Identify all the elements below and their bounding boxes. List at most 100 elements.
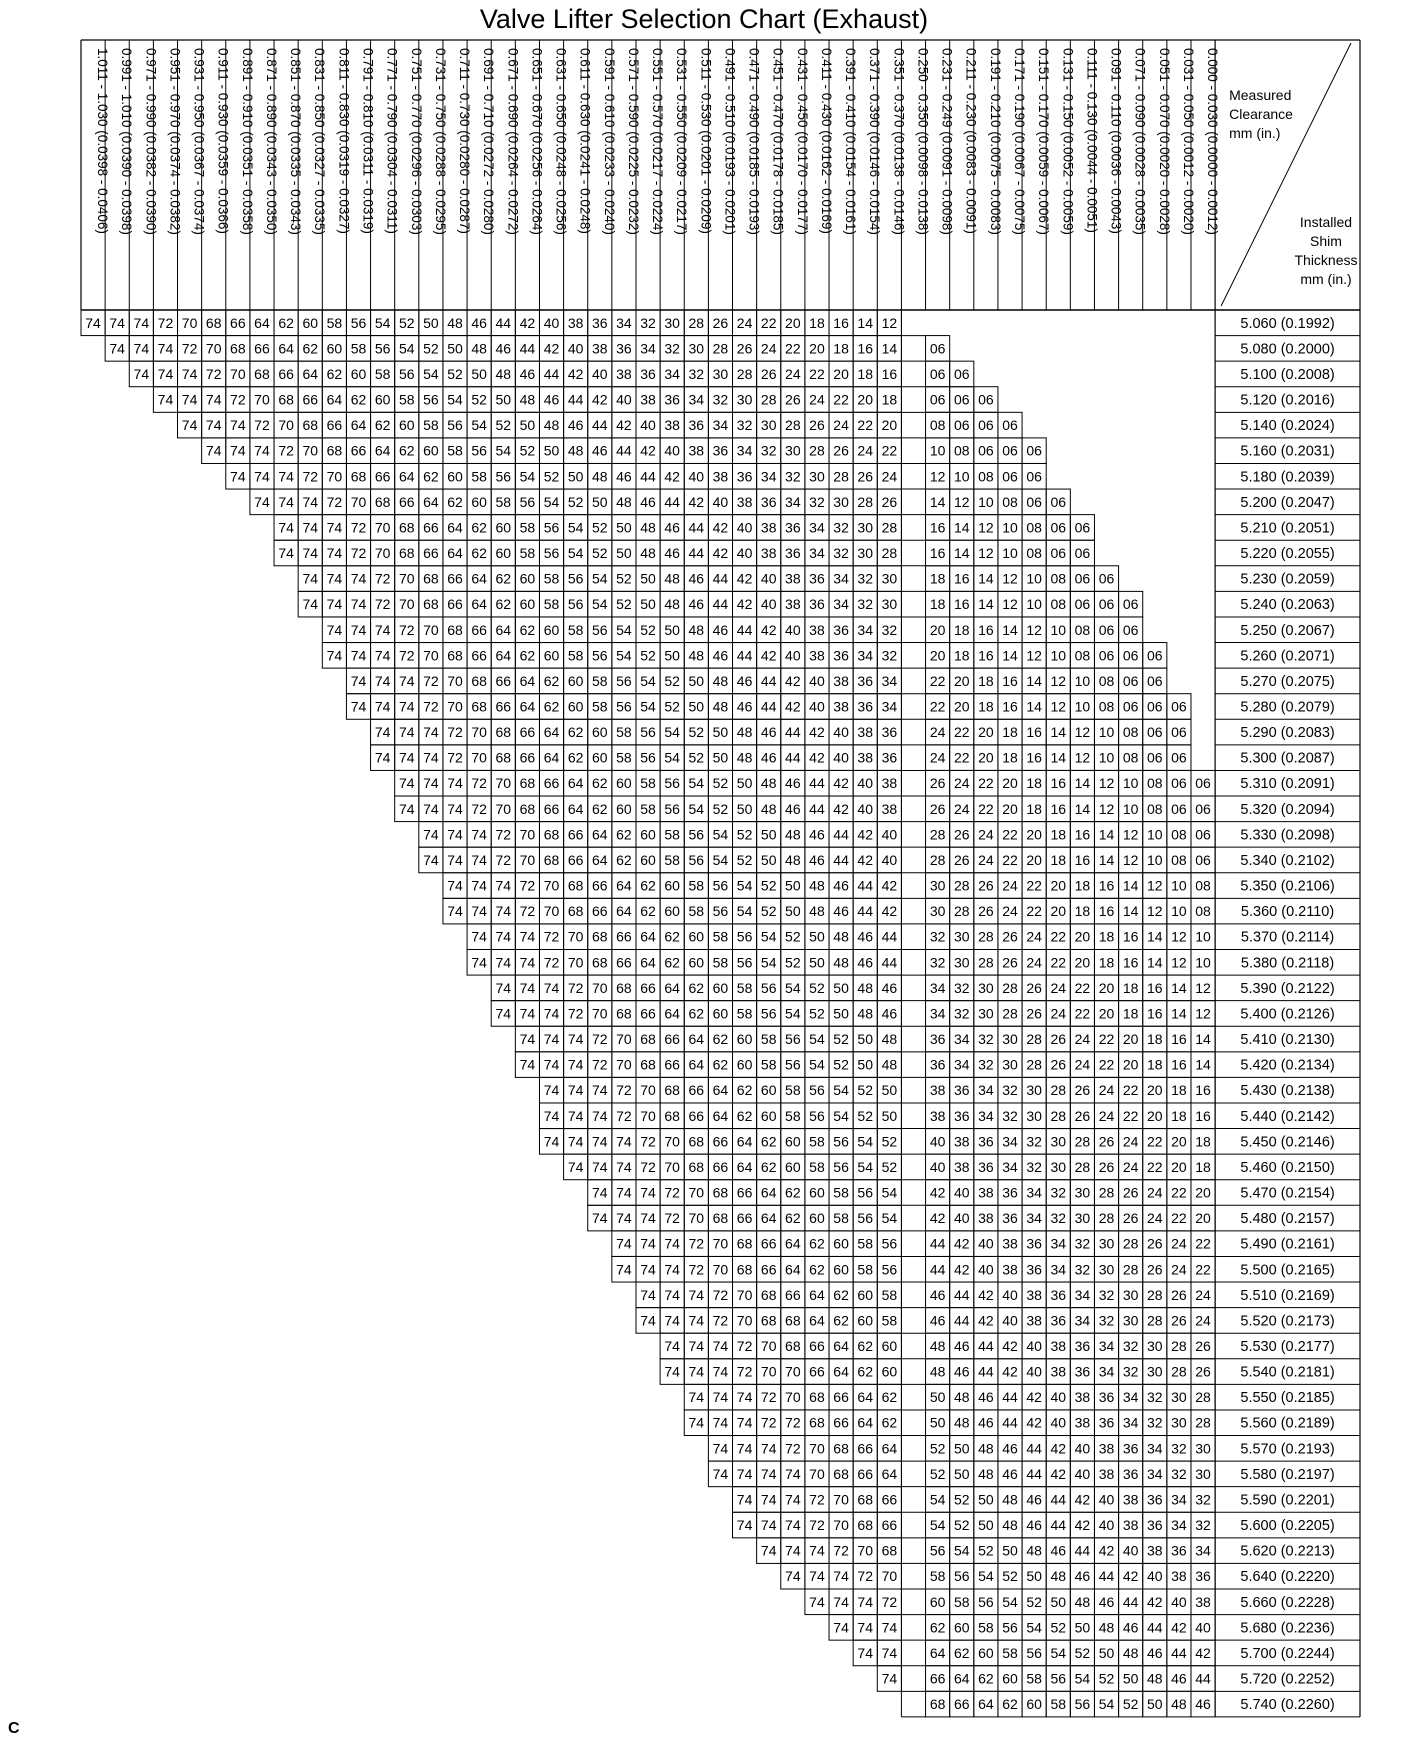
shim-number: 36: [785, 545, 801, 561]
shim-number: 34: [882, 673, 898, 689]
shim-number: 30: [1123, 1312, 1139, 1328]
installed-shim-thickness: 5.470 (0.2154): [1240, 1186, 1334, 1202]
shim-number: 66: [520, 724, 536, 740]
shim-number: 52: [1123, 1696, 1139, 1712]
shim-number: 62: [978, 1671, 994, 1687]
shim-number: 36: [978, 1159, 994, 1175]
shim-number: 14: [930, 494, 946, 510]
shim-number: 64: [302, 366, 318, 382]
shim-number: 34: [1171, 1491, 1187, 1507]
shim-number: 14: [1026, 698, 1042, 714]
shim-number: 34: [785, 494, 801, 510]
shim-number: 64: [882, 1440, 898, 1456]
shim-number: 44: [954, 1287, 970, 1303]
shim-number: 74: [737, 1466, 753, 1482]
shim-number: 52: [689, 724, 705, 740]
shim-number: 66: [495, 673, 511, 689]
shim-number: 40: [713, 494, 729, 510]
shim-number: 54: [568, 519, 584, 535]
shim-number: 52: [423, 340, 439, 356]
shim-number: 74: [158, 366, 174, 382]
shim-number: 70: [399, 571, 415, 587]
shim-number: 66: [689, 1082, 705, 1098]
shim-number: 72: [471, 775, 487, 791]
shim-number: 42: [1002, 1364, 1018, 1380]
shim-number: 46: [761, 724, 777, 740]
shim-number: 10: [1099, 750, 1115, 766]
shim-number: 16: [1099, 878, 1115, 894]
installed-shim-thickness: 5.270 (0.2075): [1240, 674, 1334, 690]
shim-number: 40: [1099, 1491, 1115, 1507]
shim-number: 70: [351, 494, 367, 510]
shim-number: 40: [809, 698, 825, 714]
shim-number: 62: [544, 673, 560, 689]
shim-number: 62: [809, 1261, 825, 1277]
shim-number: 08: [1099, 698, 1115, 714]
shim-number: 34: [1123, 1415, 1139, 1431]
shim-number: 64: [495, 622, 511, 638]
installed-shim-label: Installed: [1300, 214, 1352, 230]
shim-number: 74: [351, 622, 367, 638]
shim-number: 22: [978, 801, 994, 817]
shim-number: 12: [978, 545, 994, 561]
shim-number: 74: [616, 1159, 632, 1175]
shim-number: 10: [1075, 698, 1091, 714]
shim-number: 54: [568, 545, 584, 561]
shim-number: 12: [1026, 622, 1042, 638]
shim-number: 42: [664, 468, 680, 484]
shim-number: 62: [785, 1210, 801, 1226]
shim-number: 62: [302, 340, 318, 356]
shim-number: 20: [1171, 1159, 1187, 1175]
shim-number: 74: [399, 750, 415, 766]
shim-number: 06: [954, 417, 970, 433]
column-header: 0.831 - 0.850 (0.0327 - 0.0335): [312, 48, 327, 235]
shim-number: 18: [1147, 1057, 1163, 1073]
shim-number: 70: [423, 647, 439, 663]
shim-number: 70: [809, 1440, 825, 1456]
shim-number: 60: [616, 801, 632, 817]
shim-number: 06: [1123, 596, 1139, 612]
shim-number: 72: [592, 1057, 608, 1073]
shim-number: 48: [882, 1031, 898, 1047]
shim-number: 22: [1050, 954, 1066, 970]
shim-number: 08: [1002, 494, 1018, 510]
shim-number: 18: [1171, 1082, 1187, 1098]
shim-number: 18: [882, 392, 898, 408]
shim-number: 74: [351, 596, 367, 612]
shim-number: 46: [809, 826, 825, 842]
shim-number: 18: [1050, 852, 1066, 868]
shim-number: 48: [809, 903, 825, 919]
shim-number: 64: [568, 801, 584, 817]
shim-number: 20: [882, 417, 898, 433]
shim-number: 42: [833, 775, 849, 791]
shim-number: 70: [423, 622, 439, 638]
shim-number: 52: [833, 1031, 849, 1047]
column-header: 0.411 - 0.430 (0.0162 - 0.0169): [819, 48, 834, 234]
shim-number: 20: [1171, 1133, 1187, 1149]
shim-number: 44: [1002, 1415, 1018, 1431]
shim-number: 38: [616, 366, 632, 382]
shim-number: 56: [520, 494, 536, 510]
shim-number: 64: [809, 1312, 825, 1328]
shim-number: 74: [568, 1159, 584, 1175]
shim-number: 34: [1147, 1466, 1163, 1482]
shim-number: 06: [1123, 673, 1139, 689]
shim-number: 72: [278, 443, 294, 459]
shim-number: 62: [833, 1287, 849, 1303]
shim-number: 52: [978, 1543, 994, 1559]
shim-number: 18: [1002, 724, 1018, 740]
column-header: 0.111 - 0.130 (0.0044 - 0.0051): [1084, 48, 1099, 233]
shim-number: 74: [471, 903, 487, 919]
shim-number: 52: [520, 443, 536, 459]
shim-number: 74: [520, 929, 536, 945]
shim-number: 50: [809, 954, 825, 970]
shim-number: 56: [568, 596, 584, 612]
shim-number: 48: [978, 1466, 994, 1482]
column-header: 0.171 - 0.190 (0.0067 - 0.0075): [1012, 48, 1027, 235]
shim-number: 70: [833, 1517, 849, 1533]
shim-number: 38: [930, 1082, 946, 1098]
shim-number: 50: [954, 1440, 970, 1456]
column-header: 0.891 - 0.910 (0.0351 - 0.0358): [240, 48, 255, 235]
shim-number: 28: [857, 494, 873, 510]
shim-number: 74: [616, 1236, 632, 1252]
